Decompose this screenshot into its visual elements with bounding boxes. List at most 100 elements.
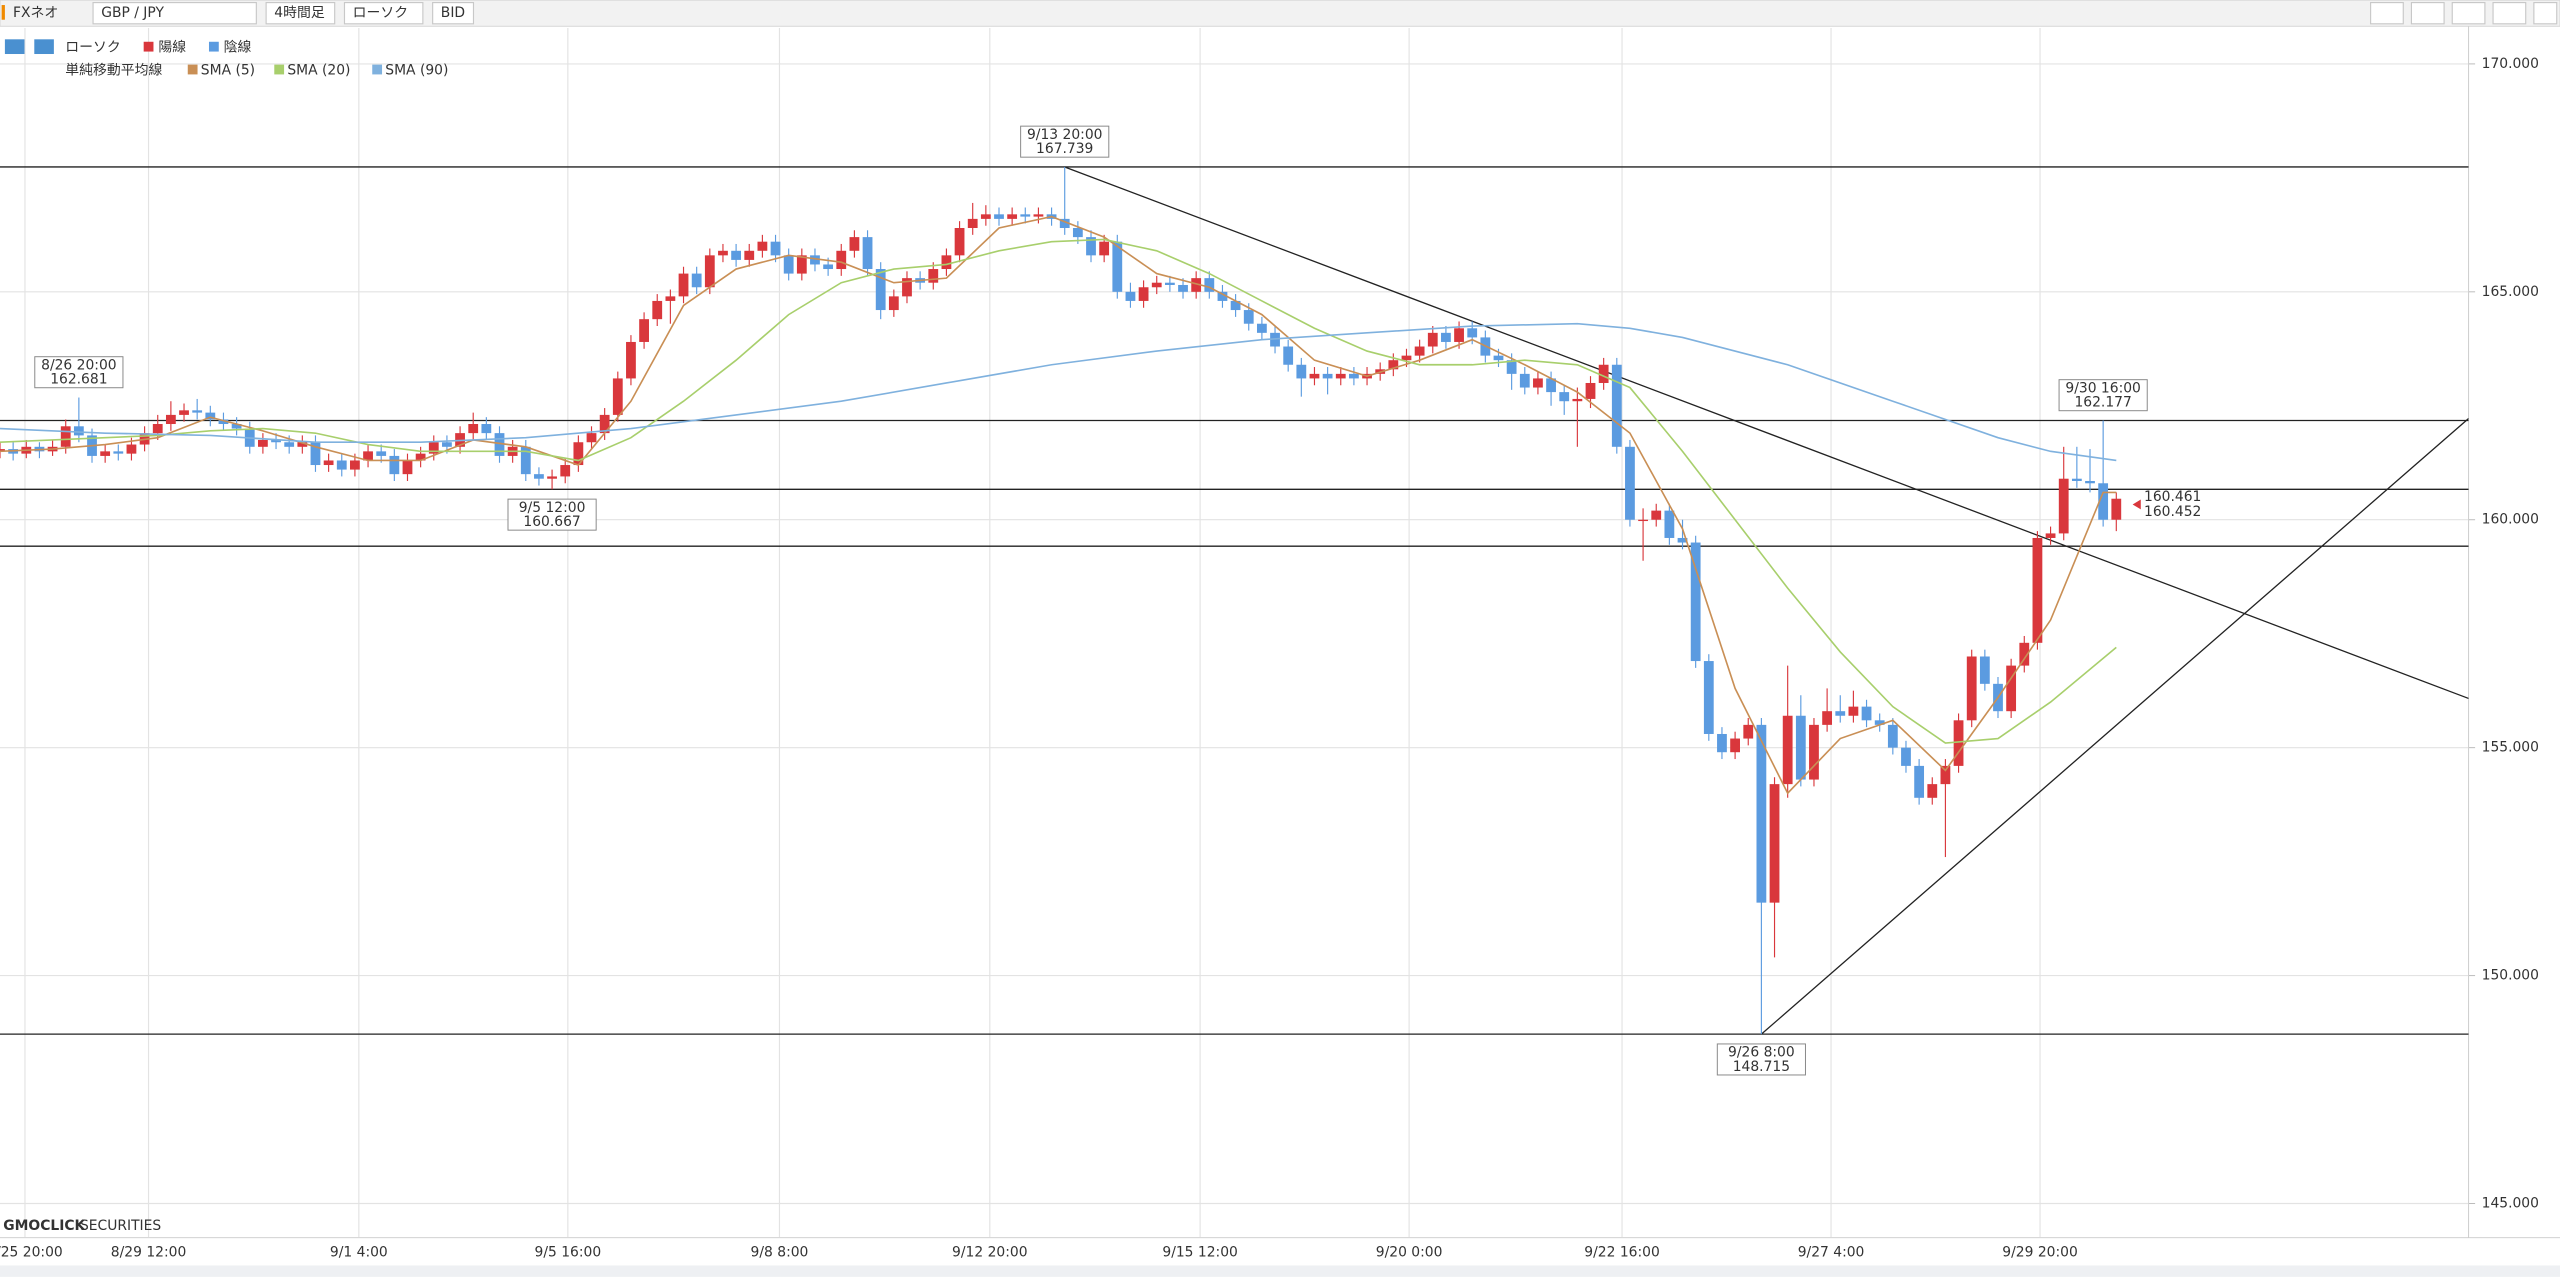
tool-icons[interactable] — [2370, 2, 2558, 25]
candle-body — [1059, 218, 1070, 229]
candle-body — [1033, 214, 1044, 217]
candle-body — [1598, 364, 1609, 383]
candle-body — [941, 255, 952, 270]
annotation-box — [2058, 379, 2148, 412]
watermark: GMOCLICK — [3, 1218, 86, 1234]
candle-body — [1914, 765, 1925, 798]
legend-down: 陰線 — [224, 39, 252, 55]
last-price: 160.461 — [2144, 489, 2201, 505]
candle-body — [1401, 355, 1412, 361]
candle-body — [586, 433, 597, 443]
interval[interactable]: 4時間足 — [274, 5, 325, 21]
candle-body — [1638, 519, 1648, 522]
candle-body — [1625, 446, 1635, 520]
annotation-time: 9/13 20:00 — [1027, 127, 1102, 143]
annotation-box — [507, 498, 597, 531]
candle-body — [1979, 656, 1990, 684]
candle-body — [1756, 724, 1767, 903]
candle-body — [1309, 373, 1320, 379]
candle-body — [1164, 282, 1175, 285]
interval-box[interactable] — [265, 2, 336, 25]
y-tick-label: 160.000 — [2482, 512, 2539, 528]
candle-body — [1467, 328, 1478, 338]
legend-swatch — [274, 64, 285, 75]
price-type[interactable]: BID — [441, 5, 465, 21]
candle-body — [60, 426, 71, 447]
candle-body — [534, 474, 544, 479]
candle-body — [1677, 537, 1688, 543]
tool-icon[interactable] — [2451, 2, 2486, 25]
candle-body — [1874, 720, 1885, 725]
legend-swatch — [372, 64, 383, 75]
overlay-layer: ローソク 陽線 陰線 単純移動平均線 GMOCLICK SECURITIES 1… — [0, 39, 2539, 1260]
tool-icon[interactable] — [2410, 2, 2445, 25]
candle-body — [599, 414, 610, 434]
candle-body — [823, 264, 834, 270]
annotation-box — [34, 356, 124, 389]
x-tick-label: 9/8 8:00 — [751, 1244, 809, 1260]
candle-body — [1349, 373, 1359, 379]
candle-body — [520, 446, 531, 475]
candle-body — [468, 424, 479, 434]
candle-body — [1533, 378, 1543, 388]
candle-body — [205, 412, 216, 420]
candle-body — [1809, 724, 1819, 780]
candle-body — [1283, 346, 1294, 365]
y-tick-label: 155.000 — [2482, 740, 2539, 756]
candle-body — [836, 250, 847, 270]
candle-body — [1861, 706, 1872, 721]
legend-icon[interactable] — [4, 39, 25, 55]
annotation-price: 148.715 — [1733, 1059, 1790, 1075]
candle-body — [1230, 300, 1241, 311]
annotation-box — [1716, 1043, 1806, 1076]
candle-body — [1585, 382, 1596, 399]
x-tick-label: 9/12 20:00 — [952, 1244, 1027, 1260]
candle-body — [560, 465, 571, 477]
candle-body — [113, 451, 124, 454]
annotation-time: 9/5 12:00 — [519, 500, 586, 516]
price-type-box[interactable] — [432, 2, 475, 25]
price-pointer — [2132, 499, 2141, 510]
candle-body — [257, 439, 268, 447]
x-tick-label: 9/20 0:00 — [1376, 1244, 1443, 1260]
legend-swatch — [208, 41, 219, 52]
candle-body — [902, 278, 912, 297]
candle-body — [678, 273, 689, 297]
candle-body — [1256, 323, 1267, 333]
candle-body — [2085, 480, 2095, 484]
candle-body — [810, 255, 820, 265]
candle-body — [1138, 287, 1149, 301]
candle-body — [1848, 706, 1859, 716]
symbol[interactable]: GBP / JPY — [101, 5, 164, 21]
candle-body — [1769, 784, 1780, 903]
candle-body — [1178, 284, 1188, 292]
legend-swatch — [143, 41, 154, 52]
candle-body — [481, 424, 492, 434]
annotation-time: 9/26 8:00 — [1728, 1045, 1795, 1061]
candle-body — [1782, 715, 1793, 785]
y-tick-label: 170.000 — [2482, 56, 2539, 72]
candle-body — [954, 228, 965, 256]
scroll-strip[interactable] — [0, 1265, 2560, 1277]
candle-body — [1322, 373, 1333, 379]
candle-body — [731, 250, 742, 260]
candle-body — [2045, 533, 2056, 538]
candle-body — [796, 255, 807, 274]
style-box[interactable] — [343, 2, 424, 25]
tool-icon[interactable] — [2533, 2, 2558, 25]
candle-body — [310, 442, 321, 466]
sma-line — [0, 238, 2117, 744]
x-tick-label: 8/29 12:00 — [111, 1244, 186, 1260]
candle-body — [862, 237, 873, 270]
candle-body — [757, 241, 768, 251]
symbol-box[interactable] — [92, 2, 257, 25]
style[interactable]: ローソク — [353, 5, 408, 21]
candle-body — [1217, 291, 1228, 301]
tool-icon[interactable] — [2492, 2, 2527, 25]
annotation-box — [1020, 125, 1110, 158]
tool-icon[interactable] — [2370, 2, 2404, 25]
candle-body — [1506, 360, 1517, 374]
legend-icon[interactable] — [34, 39, 54, 55]
